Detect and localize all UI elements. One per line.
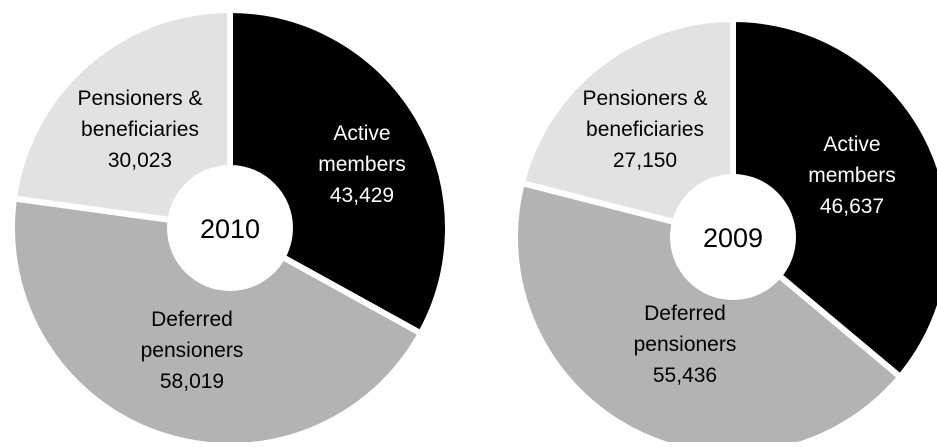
slice-pensioners-beneficiaries <box>518 15 736 241</box>
donut-chart-2010: 2010 Active members 43,429 Deferred pensioner… <box>9 6 451 447</box>
slice-name-label: Active <box>823 133 880 156</box>
slice-deferred-pensioners <box>512 179 905 447</box>
slice-name-label: members <box>318 153 406 176</box>
slice-label-deferred-pensioners: Deferred pensioners 58,019 <box>141 308 244 393</box>
slice-name-label: Pensioners & <box>78 87 203 110</box>
slice-name-label: beneficiaries <box>81 118 199 141</box>
slice-value-label: 55,436 <box>653 364 717 387</box>
center-year-label: 2009 <box>703 223 763 253</box>
slice-label-active-members: Active members 46,637 <box>808 133 896 218</box>
slice-value-label: 27,150 <box>613 149 677 172</box>
donut-hole <box>670 174 796 300</box>
slice-name-label: beneficiaries <box>586 118 704 141</box>
center-year-label: 2010 <box>200 214 260 244</box>
slice-value-label: 30,023 <box>108 149 172 172</box>
slice-name-label: pensioners <box>141 339 244 362</box>
slice-active-members <box>730 15 937 382</box>
slice-deferred-pensioners <box>9 195 425 447</box>
slice-name-label: members <box>808 164 896 187</box>
slice-label-active-members: Active members 43,429 <box>318 122 406 207</box>
slice-name-label: pensioners <box>634 333 737 356</box>
slice-name-label: Active <box>333 122 390 145</box>
slice-label-pensioners-beneficiaries: Pensioners & beneficiaries 30,023 <box>78 87 203 172</box>
slice-name-label: Deferred <box>151 308 233 331</box>
slice-name-label: Pensioners & <box>583 87 708 110</box>
slice-pensioners-beneficiaries <box>10 6 233 232</box>
slice-value-label: 46,637 <box>820 195 884 218</box>
slice-label-pensioners-beneficiaries: Pensioners & beneficiaries 27,150 <box>583 87 708 172</box>
slice-value-label: 58,019 <box>160 370 224 393</box>
donut-chart-2009: 2009 Active members 46,637 Deferred pensioner… <box>512 15 937 447</box>
donut-hole <box>167 165 293 291</box>
slice-label-deferred-pensioners: Deferred pensioners 55,436 <box>634 302 737 387</box>
slice-name-label: Deferred <box>644 302 726 325</box>
slice-value-label: 43,429 <box>330 184 394 207</box>
